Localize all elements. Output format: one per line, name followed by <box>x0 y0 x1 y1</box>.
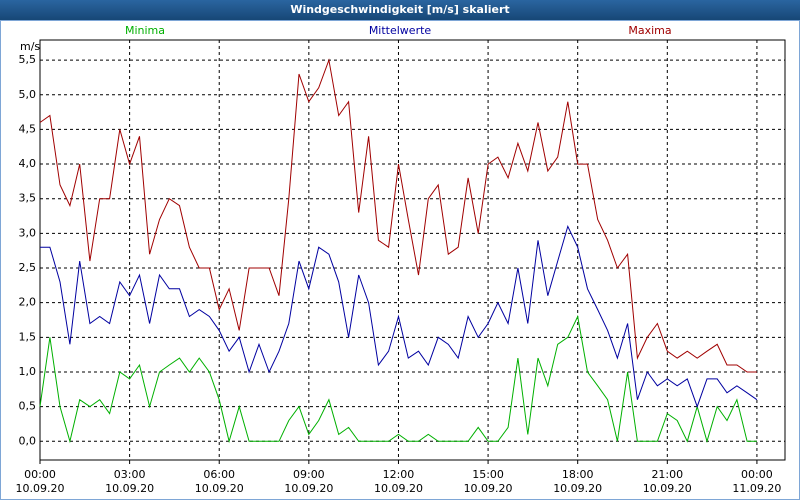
y-axis-label: m/s <box>20 40 40 53</box>
y-tick-label: 5,0 <box>19 88 37 101</box>
y-tick-label: 4,0 <box>19 157 37 170</box>
y-tick-label: 5,5 <box>19 53 37 66</box>
y-tick-label: 1,0 <box>19 365 37 378</box>
y-tick-label: 2,0 <box>19 296 37 309</box>
y-tick-label: 1,5 <box>19 330 37 343</box>
y-tick-label: 2,5 <box>19 261 37 274</box>
legend-entry: Minima <box>125 24 165 37</box>
y-tick-label: 0,0 <box>19 434 37 447</box>
data-line <box>40 224 758 409</box>
x-tick-label: 12:00 10.09.20 <box>373 468 423 495</box>
y-tick-label: 0,5 <box>19 400 37 413</box>
x-tick-label: 18:00 10.09.20 <box>553 468 603 495</box>
data-line <box>39 58 757 373</box>
x-tick-label: 00:00 11.09.20 <box>732 468 782 495</box>
y-tick-label: 4,5 <box>19 122 37 135</box>
plot-frame <box>39 39 786 461</box>
legend-entry: Maxima <box>628 24 671 37</box>
y-tick-label: 3,0 <box>19 226 37 239</box>
x-tick-label: 06:00 10.09.20 <box>194 468 244 495</box>
x-tick-label: 00:00 10.09.20 <box>15 468 65 495</box>
x-tick-label: 09:00 10.09.20 <box>284 468 334 495</box>
y-tick-label: 3,5 <box>19 192 37 205</box>
x-tick-label: 21:00 10.09.20 <box>642 468 692 495</box>
data-line <box>39 314 757 444</box>
x-tick-label: 03:00 10.09.20 <box>105 468 155 495</box>
chart-title: Windgeschwindigkeit [m/s] skaliert <box>0 0 800 20</box>
legend-entry: Mittelwerte <box>369 24 432 37</box>
x-tick-label: 15:00 10.09.20 <box>463 468 513 495</box>
